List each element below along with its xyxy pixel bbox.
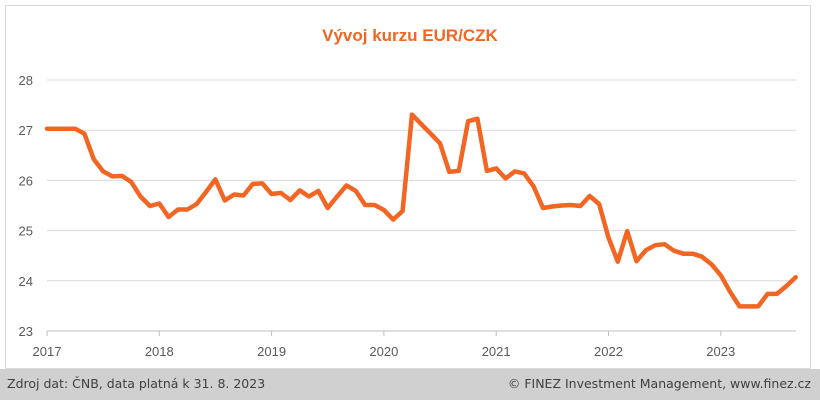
chart-frame [5, 5, 811, 369]
footer: Zdroj dat: ČNB, data platná k 31. 8. 202… [0, 369, 820, 400]
x-tick-label: 2018 [145, 344, 174, 359]
x-tick-label: 2017 [33, 344, 62, 359]
x-tick-label: 2019 [257, 344, 286, 359]
x-axis: 2017 2018 2019 2020 2021 2022 2023 [33, 331, 735, 359]
line-chart: 23 24 25 26 27 28 2017 2018 2019 2020 2021 2022 202… [19, 73, 798, 359]
y-tick-label: 27 [19, 123, 33, 138]
chart-title: Vývoj kurzu EUR/CZK [322, 26, 498, 45]
y-tick-label: 25 [19, 224, 33, 239]
series-group [44, 112, 798, 309]
y-tick-label: 23 [19, 324, 33, 339]
x-tick-label: 2023 [706, 344, 735, 359]
gridlines [47, 79, 796, 332]
y-tick-label: 26 [19, 173, 33, 188]
series-line [44, 112, 798, 309]
x-tick-label: 2022 [594, 344, 623, 359]
source-note: Zdroj dat: ČNB, data platná k 31. 8. 202… [7, 376, 266, 391]
x-tick-label: 2021 [482, 344, 511, 359]
y-tick-label: 28 [19, 73, 33, 88]
copyright-note: © FINEZ Investment Management, www.finez… [507, 376, 811, 391]
y-axis: 23 24 25 26 27 28 [19, 73, 33, 339]
x-tick-label: 2020 [369, 344, 398, 359]
y-tick-label: 24 [19, 274, 33, 289]
